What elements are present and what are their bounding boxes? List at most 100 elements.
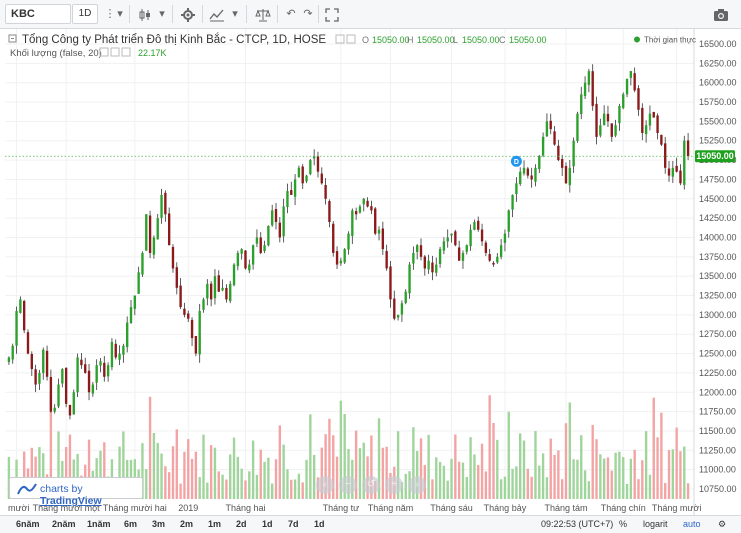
candle	[507, 209, 510, 238]
time-tick-label: Tháng bảy	[484, 503, 527, 513]
candle	[282, 198, 285, 243]
range-3m[interactable]: 3m	[152, 519, 166, 529]
range-2d[interactable]: 2d	[236, 519, 247, 529]
auto-toggle[interactable]: auto	[683, 519, 701, 529]
candle	[267, 225, 270, 247]
candle	[76, 353, 79, 397]
candle	[625, 78, 629, 98]
candle	[473, 219, 476, 231]
legend-action-icons[interactable]	[335, 34, 356, 44]
dropdown-icon[interactable]: ▾	[159, 8, 165, 20]
time-tick-label: mười	[8, 503, 29, 513]
more-vert-icon[interactable]: ⋮	[104, 8, 116, 20]
volume-bar	[610, 470, 613, 499]
candle	[156, 213, 159, 240]
range-2m[interactable]: 2m	[180, 519, 194, 529]
legend: Tổng Công ty Phát triển Đô thị Kinh Bắc …	[8, 33, 696, 59]
volume-bar	[606, 457, 610, 499]
volume-bar	[354, 430, 358, 499]
price-tick-label: 11750.00	[699, 407, 736, 417]
redo-icon[interactable]: ↷	[303, 8, 313, 20]
candle	[553, 126, 556, 146]
candle	[374, 207, 377, 236]
volume-bar	[320, 447, 323, 499]
candle	[198, 303, 201, 363]
tradingview-badge[interactable]: charts by TradingView	[9, 477, 143, 507]
percent-toggle[interactable]: %	[619, 519, 628, 529]
candle	[53, 404, 56, 414]
dividend-event-marker[interactable]: D	[510, 155, 522, 167]
candle	[549, 113, 552, 135]
volume-bar	[221, 474, 224, 499]
indicators-icon[interactable]	[206, 4, 228, 24]
range-1d[interactable]: 1d	[262, 519, 273, 529]
candle	[145, 214, 148, 251]
candle	[72, 389, 75, 415]
undo-icon[interactable]: ↶	[286, 8, 296, 20]
candle	[477, 216, 480, 232]
candle	[152, 235, 156, 259]
dropdown-icon[interactable]: ▾	[117, 8, 123, 20]
dropdown-icon[interactable]: ▾	[232, 8, 238, 20]
range-7d[interactable]: 7d	[288, 519, 299, 529]
camera-icon[interactable]	[708, 4, 734, 24]
range-1d-b[interactable]: 1d	[314, 519, 325, 529]
volume-bar	[179, 483, 182, 499]
range-1m[interactable]: 1m	[208, 519, 222, 529]
candle	[614, 119, 617, 138]
candle	[652, 111, 655, 118]
collapse-legend-icon[interactable]	[8, 34, 17, 43]
candle	[450, 233, 453, 243]
candle	[595, 96, 598, 145]
candle	[202, 297, 205, 313]
price-axis[interactable]: 10750.00 11000.00 11250.00 11500.00 11750.00…	[699, 39, 737, 494]
price-chart[interactable]: 10750.00 11000.00 11250.00 11500.00 11750.00…	[0, 29, 741, 515]
range-2y[interactable]: 2năm	[52, 519, 76, 529]
fullscreen-icon[interactable]	[321, 4, 343, 24]
time-tick-label: Tháng mười	[652, 503, 701, 513]
zoom-out-icon[interactable]: −	[339, 476, 357, 494]
candle	[583, 76, 587, 99]
scroll-right-icon[interactable]: ›	[408, 476, 426, 494]
volume-bar	[450, 458, 453, 499]
volume-bar	[209, 445, 213, 499]
scroll-left-icon[interactable]: ‹	[316, 476, 334, 494]
log-toggle[interactable]: logarit	[643, 519, 668, 529]
volume-bar	[118, 446, 121, 499]
candle	[26, 329, 30, 355]
volume-bar	[515, 466, 518, 499]
volume-bar	[396, 431, 400, 499]
reset-icon[interactable]: ↺	[362, 476, 380, 494]
range-1y[interactable]: 1năm	[87, 519, 111, 529]
volume-bar	[637, 479, 640, 499]
price-tick-label: 13750.00	[699, 252, 737, 262]
volume-bar	[290, 479, 293, 499]
candle	[206, 279, 209, 306]
candles-icon[interactable]	[134, 4, 156, 24]
volume-bar	[343, 414, 346, 499]
volume-indicator-icons[interactable]	[99, 47, 131, 57]
gear-icon[interactable]	[177, 4, 199, 24]
range-6m[interactable]: 6m	[124, 519, 138, 529]
volume-bar	[22, 451, 26, 499]
volume-bar	[400, 482, 404, 499]
symbol-input[interactable]: KBC	[5, 4, 71, 24]
svg-text:L: L	[453, 35, 458, 45]
interval-select[interactable]: 1D	[72, 4, 98, 24]
volume-bar	[297, 473, 301, 499]
price-tick-label: 13000.00	[699, 310, 737, 320]
time-axis[interactable]: mười Tháng mười một Tháng mười hai 2019 Thán…	[8, 503, 701, 513]
zoom-in-icon[interactable]: +	[385, 476, 403, 494]
settings-gear-icon[interactable]: ⚙	[718, 519, 727, 529]
compare-icon[interactable]	[252, 4, 274, 24]
svg-text:15050.00: 15050.00	[372, 35, 410, 45]
candle	[160, 188, 163, 224]
range-6y[interactable]: 6năm	[16, 519, 40, 529]
volume-bar	[49, 392, 53, 499]
volume-bar	[435, 457, 438, 499]
candle	[675, 157, 678, 173]
volume-bar	[587, 481, 591, 499]
svg-text:15050.00: 15050.00	[417, 35, 455, 45]
volume-bar	[301, 482, 304, 499]
time-tick-label: Tháng sáu	[430, 503, 473, 513]
